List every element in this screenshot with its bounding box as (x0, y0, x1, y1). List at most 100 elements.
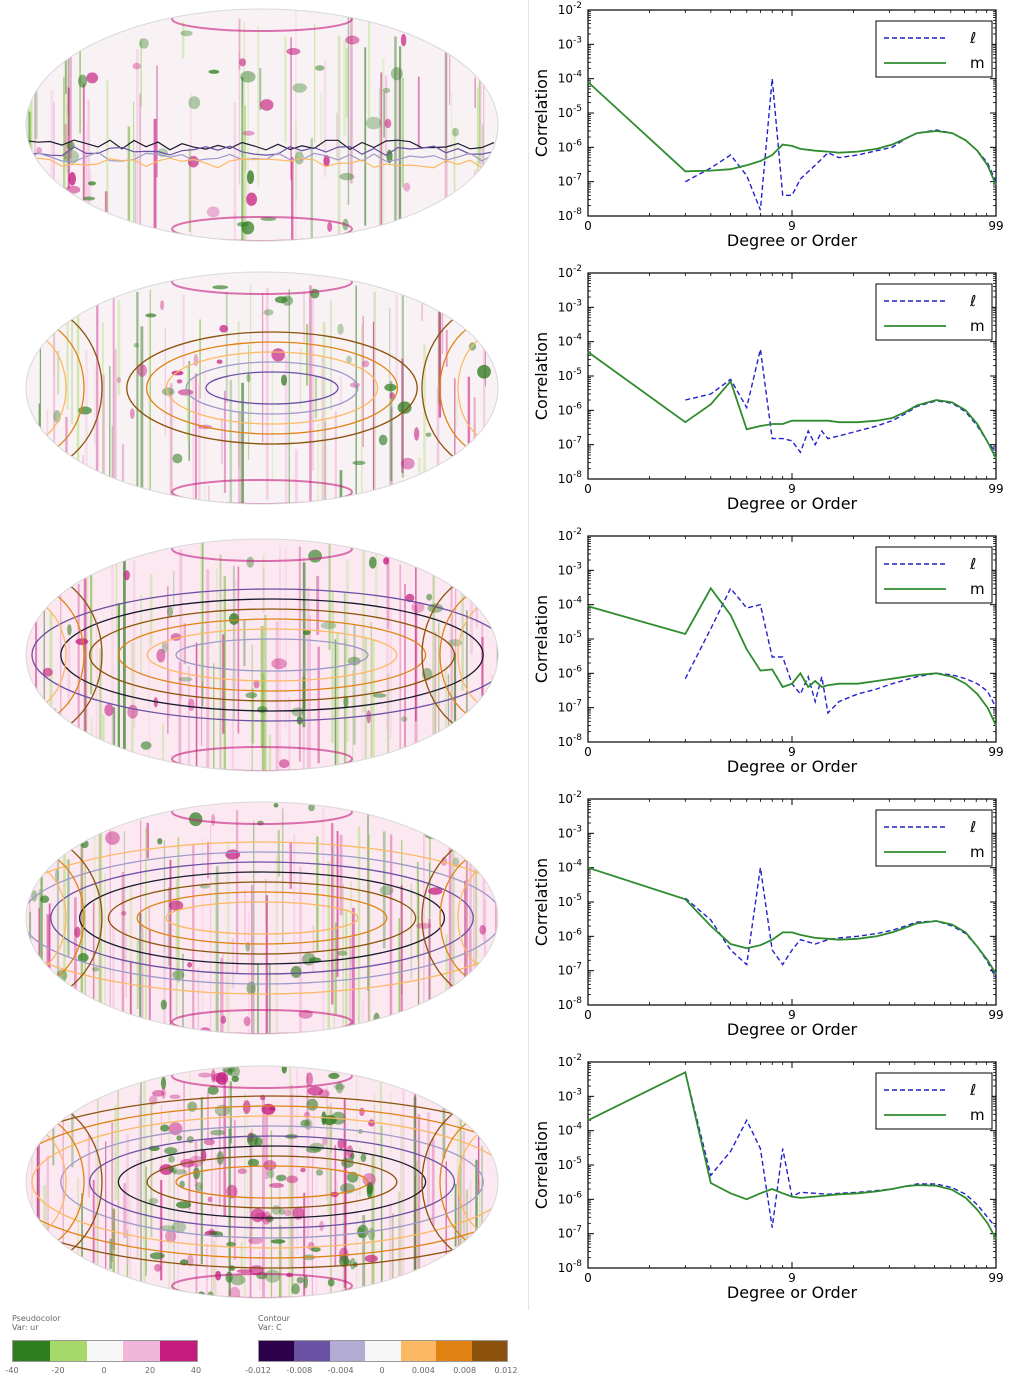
side-contour (26, 302, 103, 474)
velocity-streak (106, 80, 109, 241)
velocity-streak (442, 1082, 446, 1159)
velocity-streak (423, 344, 426, 504)
velocity-streak (459, 1097, 462, 1251)
velocity-streak (65, 416, 68, 504)
velocity-blob (300, 1119, 311, 1128)
velocity-blob (265, 1215, 274, 1223)
contour-line (126, 331, 418, 445)
velocity-streak (317, 646, 320, 764)
x-tick-label: 0 (584, 745, 592, 759)
velocity-streak (339, 834, 343, 916)
velocity-streak (293, 834, 296, 944)
velocity-streak (449, 13, 451, 105)
velocity-blob (270, 1239, 286, 1244)
velocity-streak (127, 126, 131, 241)
velocity-blob (400, 33, 407, 47)
velocity-blob (149, 1252, 165, 1260)
velocity-streak (204, 365, 206, 504)
velocity-streak (87, 1134, 91, 1198)
velocity-blob (424, 760, 437, 771)
velocity-streak (401, 276, 404, 478)
velocity-streak (329, 1169, 332, 1298)
velocity-blob (52, 742, 66, 753)
series-line-m (587, 351, 997, 459)
velocity-blob (240, 71, 256, 83)
velocity-streak (96, 285, 99, 504)
velocity-streak (482, 341, 486, 504)
velocity-blob (54, 868, 59, 883)
velocity-streak (31, 1093, 33, 1283)
velocity-streak (357, 826, 361, 1034)
velocity-streak (46, 409, 49, 504)
velocity-streak (383, 92, 385, 138)
velocity-blob (47, 272, 53, 276)
velocity-blob (148, 1198, 159, 1204)
side-contour (457, 1126, 498, 1238)
velocity-blob (168, 1166, 175, 1173)
velocity-blob (156, 648, 166, 663)
velocity-streak (306, 324, 309, 386)
velocity-streak (140, 594, 142, 675)
velocity-streak (167, 1110, 171, 1298)
map-panel (26, 539, 498, 771)
x-axis-label: Degree or Order (727, 1283, 858, 1302)
velocity-blob (86, 72, 99, 84)
velocity-blob (230, 1274, 246, 1286)
velocity-blob (322, 1136, 328, 1146)
velocity-blob (176, 1135, 183, 1141)
velocity-blob (347, 656, 361, 666)
correlation-charts-column: 10-8 10-7 10-6 10-5 10-4 10-3 10-2 0 9 99 Degree o… (528, 0, 1018, 1310)
velocity-streak (192, 844, 195, 1034)
velocity-streak (450, 91, 453, 147)
velocity-streak (60, 581, 62, 747)
velocity-blob (239, 58, 247, 67)
velocity-streak (213, 663, 215, 771)
velocity-streak (241, 382, 244, 504)
velocity-streak (334, 639, 337, 771)
velocity-blob (77, 953, 89, 963)
velocity-streak (347, 10, 350, 205)
velocity-blob (359, 1107, 365, 1117)
velocity-blob (436, 760, 449, 771)
velocity-streak (140, 820, 142, 931)
velocity-streak (282, 808, 284, 944)
velocity-streak (364, 47, 367, 226)
velocity-streak (76, 314, 80, 504)
velocity-streak (207, 841, 210, 879)
contour-line (136, 891, 388, 945)
velocity-streak (465, 810, 468, 1034)
velocity-streak (112, 926, 115, 1034)
velocity-streak (111, 552, 114, 771)
y-tick-label: 10-7 (558, 436, 582, 452)
velocity-streak (350, 881, 353, 966)
velocity-blob (286, 48, 301, 55)
y-tick-label: 10-6 (558, 1190, 583, 1206)
velocity-streak (427, 1112, 430, 1207)
velocity-streak (111, 1122, 114, 1262)
velocity-streak (421, 272, 423, 321)
x-tick-label: 99 (988, 1008, 1003, 1022)
velocity-streak (136, 291, 139, 504)
velocity-streak (295, 11, 297, 241)
series-line-m (587, 81, 997, 186)
velocity-streak (401, 840, 403, 995)
velocity-streak (248, 344, 250, 460)
side-contour (26, 1111, 85, 1253)
velocity-blob (207, 1196, 213, 1203)
velocity-streak (36, 1127, 40, 1298)
velocity-blob (416, 922, 432, 929)
velocity-streak (316, 575, 320, 635)
pseudocolor-var: Var: ur (12, 1323, 39, 1332)
velocity-streak (322, 321, 326, 504)
velocity-streak (361, 625, 364, 771)
x-tick-label: 0 (584, 1008, 592, 1022)
velocity-streak (210, 824, 212, 1029)
velocity-blob (349, 382, 360, 388)
velocity-streak (201, 837, 204, 1012)
velocity-blob (382, 87, 391, 93)
velocity-streak (270, 1130, 273, 1298)
velocity-blob (307, 1086, 323, 1096)
pseudocolor-segment (13, 1341, 50, 1361)
velocity-blob (483, 48, 489, 53)
velocity-streak (228, 1128, 231, 1298)
